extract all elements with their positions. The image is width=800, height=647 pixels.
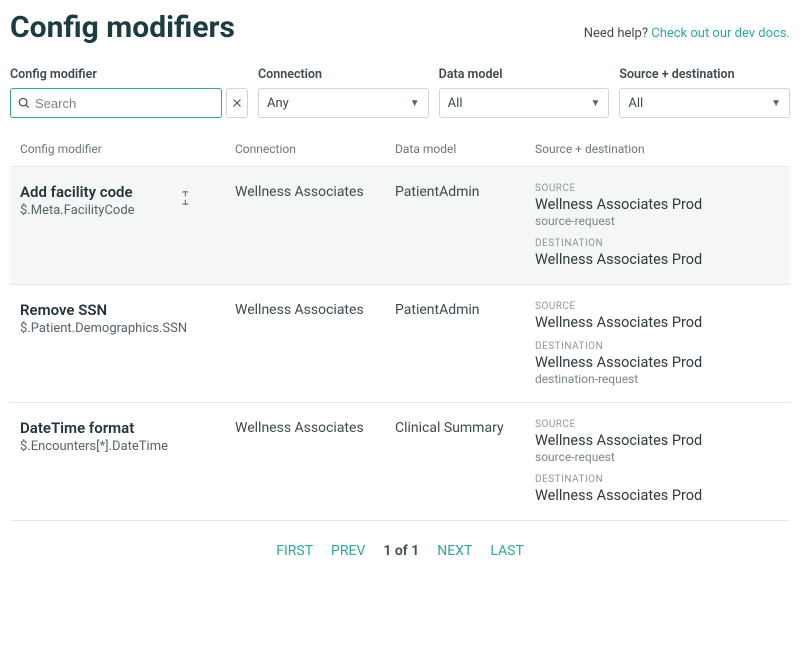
- close-icon: [231, 97, 243, 109]
- search-input[interactable]: [31, 96, 215, 111]
- destination-value: Wellness Associates Prod: [535, 354, 780, 371]
- pagination-last[interactable]: LAST: [490, 543, 523, 559]
- source-label: SOURCE: [535, 419, 780, 430]
- filter-label-connection: Connection: [258, 67, 429, 82]
- destination-sub: destination-request: [535, 372, 780, 386]
- pagination-prev[interactable]: PREV: [331, 543, 365, 559]
- search-icon: [17, 96, 31, 110]
- chevron-down-icon: ▼: [410, 98, 420, 109]
- source-value: Wellness Associates Prod: [535, 196, 780, 213]
- cell-source-dest: SOURCEWellness Associates Prodsource-req…: [535, 419, 780, 504]
- modifier-path: $.Encounters[*].DateTime: [20, 439, 235, 454]
- config-modifiers-table: Config modifier Connection Data model So…: [10, 142, 790, 521]
- data-model-dropdown-value: All: [448, 96, 463, 111]
- table-header: Config modifier Connection Data model So…: [10, 142, 790, 167]
- cell-source-dest: SOURCE Wellness Associates Prod DESTINATIO…: [535, 301, 780, 386]
- help-prefix: Need help?: [584, 26, 652, 41]
- help-link[interactable]: Check out our dev docs.: [651, 26, 790, 41]
- filter-label-source-dest: Source + destination: [619, 67, 790, 82]
- col-header-config-modifier: Config modifier: [20, 142, 235, 156]
- cell-source-dest: SOURCEWellness Associates Prodsource-req…: [535, 183, 780, 268]
- chevron-down-icon: ▼: [771, 98, 781, 109]
- cell-connection: Wellness Associates: [235, 419, 395, 504]
- col-header-data-model: Data model: [395, 142, 535, 156]
- search-box[interactable]: [10, 88, 222, 118]
- pagination-next[interactable]: NEXT: [437, 543, 472, 559]
- destination-value: Wellness Associates Prod: [535, 251, 780, 268]
- filter-label-data-model: Data model: [439, 67, 610, 82]
- modifier-name: Add facility code: [20, 183, 235, 201]
- source-value: Wellness Associates Prod: [535, 432, 780, 449]
- clear-search-button[interactable]: [226, 88, 248, 118]
- destination-label: DESTINATION: [535, 474, 780, 485]
- cell-connection: Wellness Associates: [235, 301, 395, 386]
- cursor-icon: [180, 190, 194, 210]
- modifier-path: $.Meta.FacilityCode: [20, 203, 235, 218]
- chevron-down-icon: ▼: [590, 98, 600, 109]
- modifier-path: $.Patient.Demographics.SSN: [20, 321, 235, 336]
- table-row[interactable]: Add facility code$.Meta.FacilityCodeWell…: [10, 167, 790, 285]
- connection-dropdown-value: Any: [267, 96, 289, 111]
- page-title: Config modifiers: [10, 10, 235, 45]
- source-sub: source-request: [535, 450, 780, 464]
- filter-label-config-modifier: Config modifier: [10, 67, 248, 82]
- pagination: FIRST PREV 1 of 1 NEXT LAST: [10, 543, 790, 559]
- help-text: Need help? Check out our dev docs.: [584, 26, 790, 45]
- source-dest-dropdown[interactable]: All ▼: [619, 88, 790, 118]
- destination-label: DESTINATION: [535, 238, 780, 249]
- source-label: SOURCE: [535, 301, 780, 312]
- source-label: SOURCE: [535, 183, 780, 194]
- table-row[interactable]: Remove SSN$.Patient.Demographics.SSNWell…: [10, 285, 790, 403]
- pagination-first[interactable]: FIRST: [276, 543, 313, 559]
- source-sub: source-request: [535, 214, 780, 228]
- modifier-name: DateTime format: [20, 419, 235, 437]
- connection-dropdown[interactable]: Any ▼: [258, 88, 429, 118]
- source-value: Wellness Associates Prod: [535, 314, 780, 331]
- table-row[interactable]: DateTime format$.Encounters[*].DateTimeW…: [10, 403, 790, 521]
- destination-label: DESTINATION: [535, 341, 780, 352]
- col-header-connection: Connection: [235, 142, 395, 156]
- cell-connection: Wellness Associates: [235, 183, 395, 268]
- pagination-info: 1 of 1: [383, 543, 419, 559]
- cell-data-model: PatientAdmin: [395, 183, 535, 268]
- cell-data-model: PatientAdmin: [395, 301, 535, 386]
- source-dest-dropdown-value: All: [628, 96, 643, 111]
- destination-value: Wellness Associates Prod: [535, 487, 780, 504]
- modifier-name: Remove SSN: [20, 301, 235, 319]
- cell-data-model: Clinical Summary: [395, 419, 535, 504]
- data-model-dropdown[interactable]: All ▼: [439, 88, 610, 118]
- col-header-source-dest: Source + destination: [535, 142, 780, 156]
